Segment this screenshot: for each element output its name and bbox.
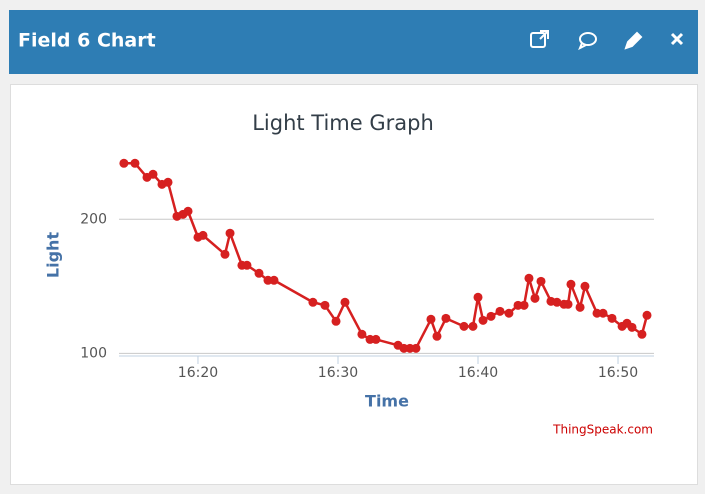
data-point bbox=[486, 311, 496, 321]
data-point bbox=[130, 158, 140, 168]
x-tick-label: 16:50 bbox=[598, 365, 638, 381]
data-point bbox=[627, 322, 637, 332]
data-point bbox=[357, 329, 367, 339]
comment-icon[interactable] bbox=[578, 32, 597, 51]
data-point bbox=[411, 343, 421, 353]
y-tick-label: 100 bbox=[80, 345, 107, 361]
data-point bbox=[468, 321, 478, 331]
data-point bbox=[371, 334, 381, 344]
data-point bbox=[254, 268, 264, 278]
data-point bbox=[524, 273, 534, 283]
data-point bbox=[607, 313, 617, 323]
y-tick-label: 200 bbox=[80, 211, 107, 227]
data-point bbox=[163, 177, 173, 187]
data-point bbox=[563, 299, 573, 309]
data-point bbox=[119, 158, 129, 168]
data-point bbox=[225, 228, 235, 238]
data-point bbox=[536, 276, 546, 286]
chart-title: Light Time Graph bbox=[252, 111, 434, 135]
x-tick-label: 16:40 bbox=[458, 365, 498, 381]
data-point bbox=[519, 300, 529, 310]
credit: ThingSpeak.com bbox=[552, 423, 653, 437]
data-point bbox=[320, 300, 330, 310]
data-point bbox=[504, 308, 514, 318]
data-point bbox=[580, 281, 590, 291]
data-point bbox=[478, 315, 488, 325]
data-point bbox=[198, 230, 208, 240]
edit-icon[interactable] bbox=[624, 31, 643, 50]
data-point bbox=[441, 313, 451, 323]
data-point bbox=[637, 329, 647, 339]
header-title: Field 6 Chart bbox=[18, 30, 156, 52]
data-point bbox=[340, 297, 350, 307]
data-point bbox=[148, 169, 158, 179]
data-point bbox=[242, 260, 252, 270]
data-point bbox=[432, 331, 442, 341]
data-point bbox=[642, 310, 652, 320]
x-axis-label: Time bbox=[365, 392, 409, 411]
data-point bbox=[575, 302, 585, 312]
data-point bbox=[459, 321, 469, 331]
header-bar bbox=[9, 10, 698, 74]
data-point bbox=[308, 297, 318, 307]
data-point bbox=[183, 206, 193, 216]
data-point bbox=[426, 314, 436, 324]
data-point bbox=[598, 308, 608, 318]
data-point bbox=[530, 293, 540, 303]
y-axis-label: Light bbox=[44, 232, 63, 279]
data-point bbox=[552, 297, 562, 307]
data-point bbox=[566, 279, 576, 289]
close-icon[interactable] bbox=[670, 32, 684, 46]
x-tick-label: 16:20 bbox=[178, 365, 218, 381]
data-point bbox=[495, 306, 505, 316]
x-tick-label: 16:30 bbox=[318, 365, 358, 381]
open-icon[interactable] bbox=[530, 30, 549, 48]
data-point bbox=[473, 292, 483, 302]
header-icons bbox=[530, 30, 684, 51]
data-point bbox=[331, 316, 341, 326]
data-point bbox=[269, 275, 279, 285]
data-point bbox=[220, 249, 230, 259]
